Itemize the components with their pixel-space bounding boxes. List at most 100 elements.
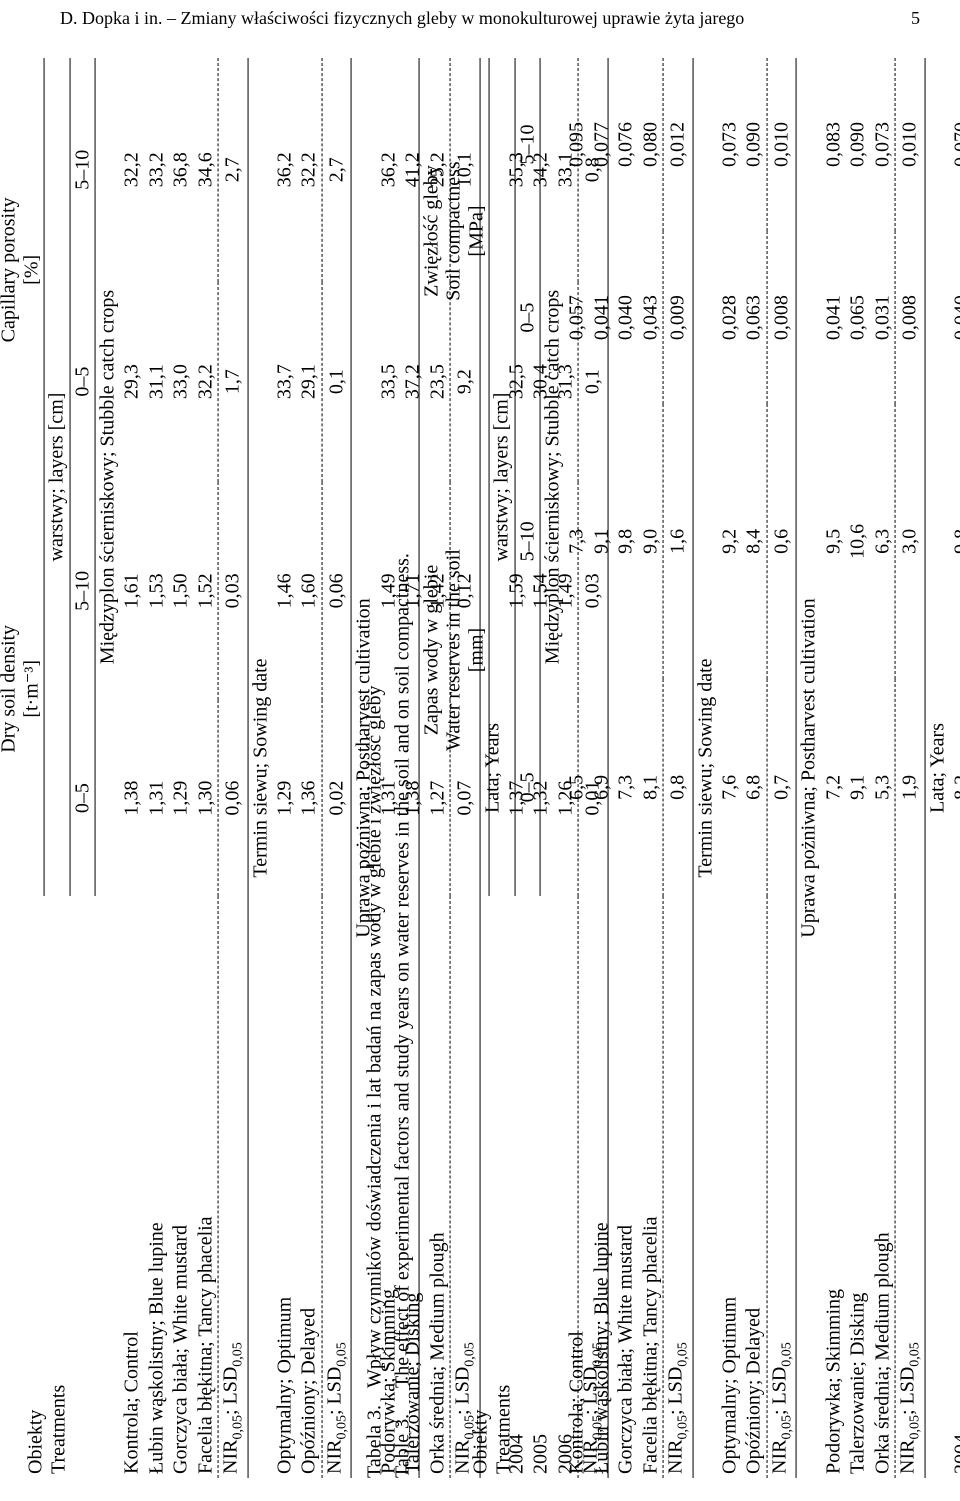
table-row: Łubin wąskolistny; Blue lupine bbox=[589, 896, 613, 1478]
cell: 0,028 bbox=[717, 231, 741, 404]
cell: 0,057 bbox=[564, 231, 588, 404]
cell: 0,077 bbox=[589, 58, 613, 231]
cell: 0,043 bbox=[638, 231, 663, 404]
table-row: Gorczyca biała; White mustard bbox=[168, 896, 192, 1478]
cell: 0,095 bbox=[564, 58, 588, 231]
table3: Obiekty Treatments Zapas wody w glebie W… bbox=[418, 58, 960, 1478]
cell: 1,52 bbox=[193, 482, 218, 701]
lsd-label: ; LSD bbox=[768, 1367, 790, 1415]
cell: 8,4 bbox=[741, 404, 766, 679]
table-row: 2004 bbox=[949, 896, 960, 1478]
cell: 0,090 bbox=[741, 58, 766, 231]
cell: 3,0 bbox=[895, 404, 925, 679]
cell: 0,010 bbox=[895, 58, 925, 231]
nir-label: NIR bbox=[896, 1440, 918, 1474]
cell: 0,076 bbox=[613, 58, 637, 231]
nir-sub: 0,05 bbox=[907, 1415, 922, 1440]
treatments-header: Obiekty Treatments bbox=[419, 896, 565, 1478]
table-row: Talerzowanie; Disking bbox=[845, 896, 869, 1478]
cell: 1,61 bbox=[119, 482, 143, 701]
nir-sub: 0,05 bbox=[779, 1415, 794, 1440]
cell: 1,50 bbox=[168, 482, 192, 701]
cell: 34,6 bbox=[193, 58, 218, 282]
nir-row: NIR0,05; LSD0,05 bbox=[217, 896, 247, 1478]
cell: 29,3 bbox=[119, 282, 143, 482]
cell: 0,080 bbox=[638, 58, 663, 231]
nir-sub: 0,05 bbox=[675, 1415, 690, 1440]
t3-m2-en: Soil compactness bbox=[442, 161, 464, 300]
table-row: Facelia błękitna; Tancy phacelia bbox=[638, 896, 663, 1478]
t2-l1a: 0–5 bbox=[69, 700, 94, 896]
treatments-en: Treatments bbox=[492, 1385, 514, 1474]
cell: 1,46 bbox=[272, 482, 296, 701]
cell: 9,1 bbox=[589, 404, 613, 679]
cell: 1,36 bbox=[296, 700, 321, 896]
cell: 5,3 bbox=[870, 679, 895, 896]
treatments-pl: Obiekty bbox=[469, 1410, 491, 1474]
table-row: Kontrola; Control bbox=[119, 896, 143, 1478]
t3-m1-en: Water reserves in the soil bbox=[442, 549, 464, 751]
lsd-label: ; LSD bbox=[896, 1367, 918, 1415]
table-row: Gorczyca biała; White mustard bbox=[613, 896, 637, 1478]
table3-text-en: The effect of experimental factors and s… bbox=[390, 58, 414, 1388]
cell: 2,7 bbox=[321, 58, 351, 282]
cell: 6,8 bbox=[741, 679, 766, 896]
cell: 36,8 bbox=[168, 58, 192, 282]
t2-l2b: 5–10 bbox=[69, 58, 94, 282]
cell: 0,073 bbox=[717, 58, 741, 231]
cell: 1,7 bbox=[217, 282, 247, 482]
t2-metric1-head: Gęstość gleby suchej Dry soil density [t… bbox=[0, 482, 44, 896]
lsd-label: ; LSD bbox=[219, 1367, 241, 1415]
running-title: D. Dopka i in. – Zmiany właściwości fizy… bbox=[60, 8, 744, 29]
t3-section-catch: Międzyplon ścierniskowy; Stubble catch c… bbox=[540, 58, 565, 896]
t3-m2-pl: Zwięzłość gleby bbox=[420, 165, 442, 297]
cell: 0,008 bbox=[895, 231, 925, 404]
cell: 9,8 bbox=[949, 404, 960, 679]
cell: 0,1 bbox=[321, 282, 351, 482]
t2-section-catch: Międzyplon ścierniskowy; Stubble catch c… bbox=[95, 58, 120, 896]
nir-row: NIR0,05; LSD0,05 bbox=[321, 896, 351, 1478]
cell: 0,03 bbox=[217, 482, 247, 701]
cell: 9,1 bbox=[845, 679, 869, 896]
t3-l2a: 0–5 bbox=[514, 231, 539, 404]
cell: 0,083 bbox=[821, 58, 845, 231]
cell: 6,3 bbox=[870, 404, 895, 679]
cell: 0,008 bbox=[766, 231, 796, 404]
nir-row: NIR0,05; LSD0,05 bbox=[766, 896, 796, 1478]
nir-sub: 0,05 bbox=[230, 1415, 245, 1440]
cell: 31,1 bbox=[144, 282, 168, 482]
layers-label: warstwy; layers [cm] bbox=[489, 58, 514, 896]
tables-container: Tabela 2. Wpływ czynników doświadczenia … bbox=[40, 45, 930, 1491]
t3-m1-pl: Zapas wody w glebie bbox=[420, 565, 442, 736]
t3-l1b: 5–10 bbox=[514, 404, 539, 679]
nir-row: NIR0,05; LSD0,05 bbox=[662, 896, 692, 1478]
cell: 1,6 bbox=[662, 404, 692, 679]
t3-section-sowing: Termin siewu; Sowing date bbox=[692, 58, 717, 1478]
cell: 10,6 bbox=[845, 404, 869, 679]
page: D. Dopka i in. – Zmiany właściwości fizy… bbox=[0, 0, 960, 1501]
cell: 32,2 bbox=[296, 58, 321, 282]
cell: 0,06 bbox=[321, 482, 351, 701]
cell: 0,063 bbox=[741, 231, 766, 404]
layers-label: warstwy; layers [cm] bbox=[44, 58, 69, 896]
cell: 1,31 bbox=[144, 700, 168, 896]
treatments-pl: Obiekty bbox=[24, 1410, 46, 1474]
cell: 2,7 bbox=[217, 58, 247, 282]
t3-m1-unit: [mm] bbox=[465, 628, 487, 672]
cell: 1,29 bbox=[272, 700, 296, 896]
table3-caption-en: Table 3. The effect of experimental fact… bbox=[390, 58, 414, 1478]
table3-label-en: Table 3. bbox=[390, 1388, 414, 1478]
t3-section-postharvest: Uprawa pożniwna; Postharvest cultivation bbox=[796, 58, 821, 1478]
cell: 0,009 bbox=[662, 231, 692, 404]
cell: 0,031 bbox=[870, 231, 895, 404]
nir-label: NIR bbox=[323, 1440, 345, 1474]
cell: 33,7 bbox=[272, 282, 296, 482]
lsd-label: ; LSD bbox=[323, 1367, 345, 1415]
table3-text-pl: Wpływ czynników doświadczenia i lat bada… bbox=[362, 58, 386, 1388]
cell: 1,29 bbox=[168, 700, 192, 896]
table-row: Facelia błękitna; Tancy phacelia bbox=[193, 896, 218, 1478]
t2-l2a: 0–5 bbox=[69, 282, 94, 482]
table-row: Optymalny; Optimum bbox=[272, 896, 296, 1478]
cell: 32,2 bbox=[119, 58, 143, 282]
cell: 1,38 bbox=[119, 700, 143, 896]
